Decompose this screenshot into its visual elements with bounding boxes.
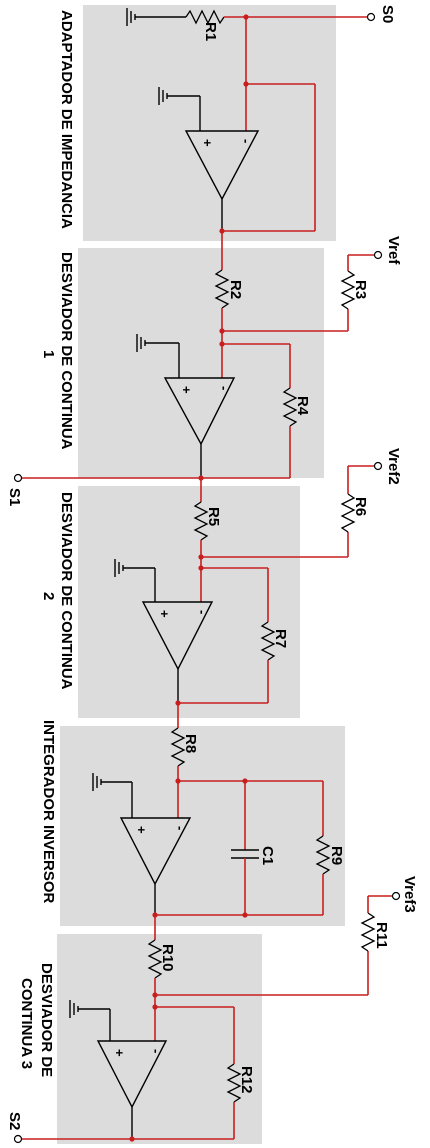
block-title-5: DESVIADOR DE bbox=[38, 963, 55, 1077]
resistor-r7 bbox=[260, 621, 276, 661]
label-r12: R12 bbox=[238, 1066, 255, 1094]
resistor-r2 bbox=[214, 269, 230, 309]
label-r4: R4 bbox=[294, 396, 311, 416]
label-r11: R11 bbox=[373, 922, 390, 949]
label-r9: R9 bbox=[328, 846, 345, 865]
resistor-r3 bbox=[340, 270, 356, 310]
label-s0: S0 bbox=[379, 5, 396, 23]
label-r10: R10 bbox=[159, 944, 176, 972]
resistor-r12 bbox=[226, 1063, 242, 1103]
opamp-minus: - bbox=[173, 826, 188, 830]
label-r2: R2 bbox=[227, 280, 244, 299]
block-dc-shifter-3 bbox=[57, 934, 262, 1144]
label-r1: R1 bbox=[202, 22, 219, 41]
block-impedance-adapter bbox=[83, 5, 336, 241]
label-r3: R3 bbox=[352, 280, 369, 299]
block-title-3: DESVIADOR DE CONTINUA bbox=[58, 492, 75, 690]
label-s2: S2 bbox=[6, 1112, 23, 1130]
opamp-minus: - bbox=[239, 139, 254, 143]
block-title-4: INTEGRADOR INVERSOR bbox=[40, 720, 57, 904]
block-title-2: DESVIADOR DE CONTINUA bbox=[58, 252, 75, 450]
port-vref3[interactable] bbox=[391, 891, 401, 901]
opamp-4 bbox=[119, 817, 192, 886]
block-title-3-sub: 2 bbox=[40, 592, 57, 600]
label-r5: R5 bbox=[205, 507, 222, 526]
resistor-r11 bbox=[360, 912, 376, 952]
opamp-2 bbox=[163, 377, 236, 446]
opamp-minus: - bbox=[195, 610, 210, 614]
opamp-minus: - bbox=[217, 386, 232, 390]
label-c1: C1 bbox=[259, 846, 276, 865]
port-vref[interactable] bbox=[373, 250, 383, 260]
block-title-1: ADAPTADOR DE IMPEDANCIA bbox=[58, 10, 75, 229]
label-r8: R8 bbox=[182, 734, 199, 753]
resistor-r8 bbox=[170, 727, 186, 767]
block-dc-shifter-1 bbox=[78, 248, 324, 478]
resistor-r1 bbox=[185, 9, 225, 25]
port-s1[interactable] bbox=[13, 473, 23, 483]
opamp-2-signs: + - bbox=[179, 386, 232, 394]
opamp-4-signs: + - bbox=[134, 826, 188, 834]
port-s2[interactable] bbox=[13, 1134, 23, 1144]
resistor-r5 bbox=[193, 501, 209, 541]
resistor-r9 bbox=[315, 835, 331, 875]
port-vref2[interactable] bbox=[373, 461, 383, 471]
label-vref: Vref bbox=[385, 236, 402, 265]
resistor-r4 bbox=[282, 387, 298, 427]
label-r7: R7 bbox=[272, 629, 289, 648]
port-s0[interactable] bbox=[366, 12, 376, 22]
opamp-minus: - bbox=[149, 1049, 164, 1053]
opamp-3-signs: + - bbox=[157, 610, 210, 618]
opamp-plus: + bbox=[112, 1049, 127, 1057]
resistor-r10 bbox=[147, 939, 163, 979]
label-r6: R6 bbox=[352, 497, 369, 516]
opamp-1 bbox=[184, 130, 260, 201]
opamp-5-signs: + - bbox=[112, 1049, 164, 1057]
opamp-3 bbox=[141, 601, 214, 671]
opamp-plus: + bbox=[134, 826, 149, 834]
opamp-plus: + bbox=[179, 386, 194, 394]
opamp-5 bbox=[96, 1040, 168, 1109]
block-inverting-integrator bbox=[60, 726, 345, 926]
resistor-r6 bbox=[340, 493, 356, 533]
opamp-1-signs: + - bbox=[200, 139, 254, 147]
block-title-2-sub: 1 bbox=[40, 350, 57, 358]
opamp-plus: + bbox=[157, 610, 172, 618]
label-vref3: Vref3 bbox=[401, 876, 418, 913]
label-vref2: Vref2 bbox=[385, 448, 402, 485]
block-title-5-sub: CONTINUA 3 bbox=[18, 978, 35, 1069]
label-s1: S1 bbox=[6, 488, 23, 506]
opamp-plus: + bbox=[200, 139, 215, 147]
